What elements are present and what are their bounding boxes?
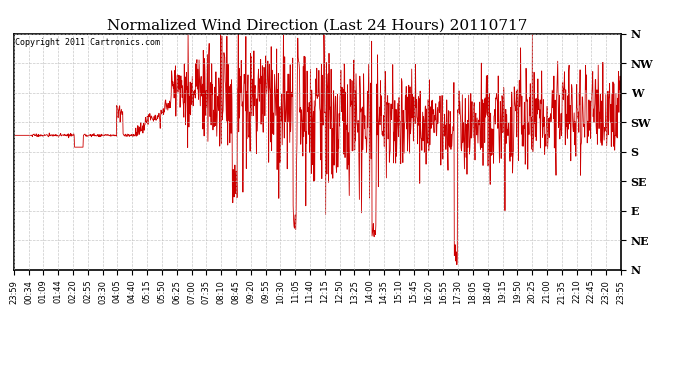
Title: Normalized Wind Direction (Last 24 Hours) 20110717: Normalized Wind Direction (Last 24 Hours… <box>107 19 528 33</box>
Text: Copyright 2011 Cartronics.com: Copyright 2011 Cartronics.com <box>15 39 160 48</box>
